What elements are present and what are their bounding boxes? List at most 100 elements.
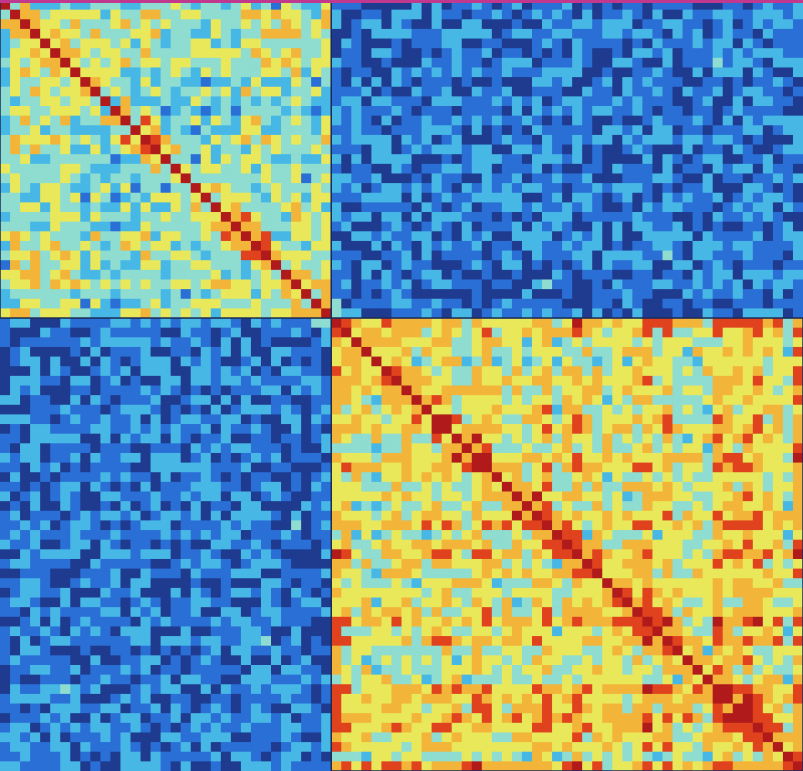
heatmap-cell [481, 0, 493, 11]
heatmap-cell [10, 587, 21, 599]
heatmap-cell [712, 28, 724, 40]
heatmap-cell [521, 462, 533, 473]
heatmap-cell [501, 337, 513, 348]
heatmap-cell [552, 163, 563, 175]
heatmap-cell [140, 212, 152, 223]
heatmap-cell [592, 134, 603, 146]
heatmap-cell [351, 38, 362, 49]
heatmap-cell [552, 231, 563, 242]
heatmap-cell [652, 539, 664, 550]
heatmap-cell [220, 472, 232, 483]
heatmap-cell [471, 144, 483, 155]
heatmap-cell [592, 414, 603, 425]
heatmap-cell [50, 395, 61, 406]
heatmap-cell [542, 0, 553, 11]
heatmap-cell [732, 568, 744, 579]
heatmap-cell [40, 578, 51, 589]
heatmap-cell [782, 346, 794, 358]
heatmap-cell [792, 221, 803, 232]
heatmap-cell [90, 375, 101, 387]
heatmap-cell [391, 134, 403, 146]
heatmap-cell [401, 86, 413, 97]
heatmap-cell [130, 501, 142, 512]
heatmap-cell [341, 462, 352, 473]
heatmap-cell [210, 279, 222, 290]
heatmap-cell [782, 0, 794, 11]
heatmap-cell [792, 462, 803, 473]
heatmap-cell [682, 385, 694, 396]
heatmap-cell [220, 125, 232, 136]
heatmap-cell [702, 212, 714, 223]
heatmap-cell [792, 491, 803, 502]
heatmap-cell [311, 96, 322, 107]
heatmap-cell [250, 462, 262, 473]
heatmap-cell [301, 28, 312, 40]
heatmap-cell [30, 231, 41, 242]
heatmap-cell [391, 48, 403, 59]
heatmap-cell [642, 77, 654, 88]
heatmap-cell [30, 154, 41, 165]
heatmap-cell [90, 472, 101, 483]
heatmap-cell [371, 452, 383, 464]
heatmap-cell [190, 356, 202, 367]
heatmap-cell [662, 134, 674, 146]
heatmap-cell [130, 395, 142, 406]
heatmap-cell [672, 327, 684, 338]
heatmap-cell [542, 308, 553, 319]
heatmap-cell [230, 472, 242, 483]
heatmap-cell [80, 452, 91, 464]
heatmap-cell [361, 337, 372, 348]
heatmap-cell [351, 9, 362, 20]
heatmap-cell [381, 452, 393, 464]
heatmap-cell [782, 520, 794, 531]
heatmap-cell [702, 250, 714, 261]
heatmap-cell [381, 19, 393, 30]
heatmap-cell [351, 173, 362, 184]
heatmap-cell [381, 510, 393, 522]
heatmap-cell [321, 96, 332, 107]
heatmap-cell [210, 269, 222, 281]
heatmap-cell [371, 443, 383, 454]
heatmap-cell [562, 144, 573, 155]
heatmap-cell [70, 212, 81, 223]
heatmap-cell [371, 520, 383, 531]
heatmap-cell [60, 433, 71, 444]
heatmap-cell [712, 414, 724, 425]
heatmap-cell [331, 298, 342, 309]
heatmap-cell [260, 134, 272, 146]
heatmap-cell [632, 327, 643, 338]
heatmap-cell [230, 163, 242, 175]
heatmap-cell [501, 221, 513, 232]
heatmap-cell [752, 57, 764, 69]
heatmap-cell [140, 289, 152, 300]
heatmap-cell [120, 269, 132, 281]
heatmap-cell [682, 568, 694, 579]
heatmap-cell [411, 520, 423, 531]
heatmap-cell [50, 279, 61, 290]
heatmap-cell [491, 443, 503, 454]
heatmap-cell [140, 346, 152, 358]
heatmap-cell [572, 530, 583, 541]
heatmap-cell [321, 510, 332, 522]
heatmap-cell [271, 48, 282, 59]
heatmap-cell [782, 57, 794, 69]
heatmap-cell [351, 501, 362, 512]
heatmap-cell [100, 250, 112, 261]
heatmap-cell [682, 173, 694, 184]
heatmap-cell [401, 9, 413, 20]
heatmap-cell [260, 192, 272, 203]
heatmap-cell [281, 289, 292, 300]
heatmap-cell [20, 424, 31, 435]
heatmap-cell [692, 192, 704, 203]
heatmap-cell [291, 298, 302, 309]
heatmap-cell [120, 568, 132, 579]
heatmap-cell [240, 578, 252, 589]
heatmap-cell [240, 202, 252, 213]
heatmap-cell [722, 346, 734, 358]
heatmap-cell [50, 549, 61, 560]
heatmap-cell [150, 67, 162, 78]
heatmap-cell [702, 318, 714, 329]
heatmap-cell [200, 298, 212, 309]
heatmap-cell [742, 48, 754, 59]
heatmap-cell [391, 539, 403, 550]
